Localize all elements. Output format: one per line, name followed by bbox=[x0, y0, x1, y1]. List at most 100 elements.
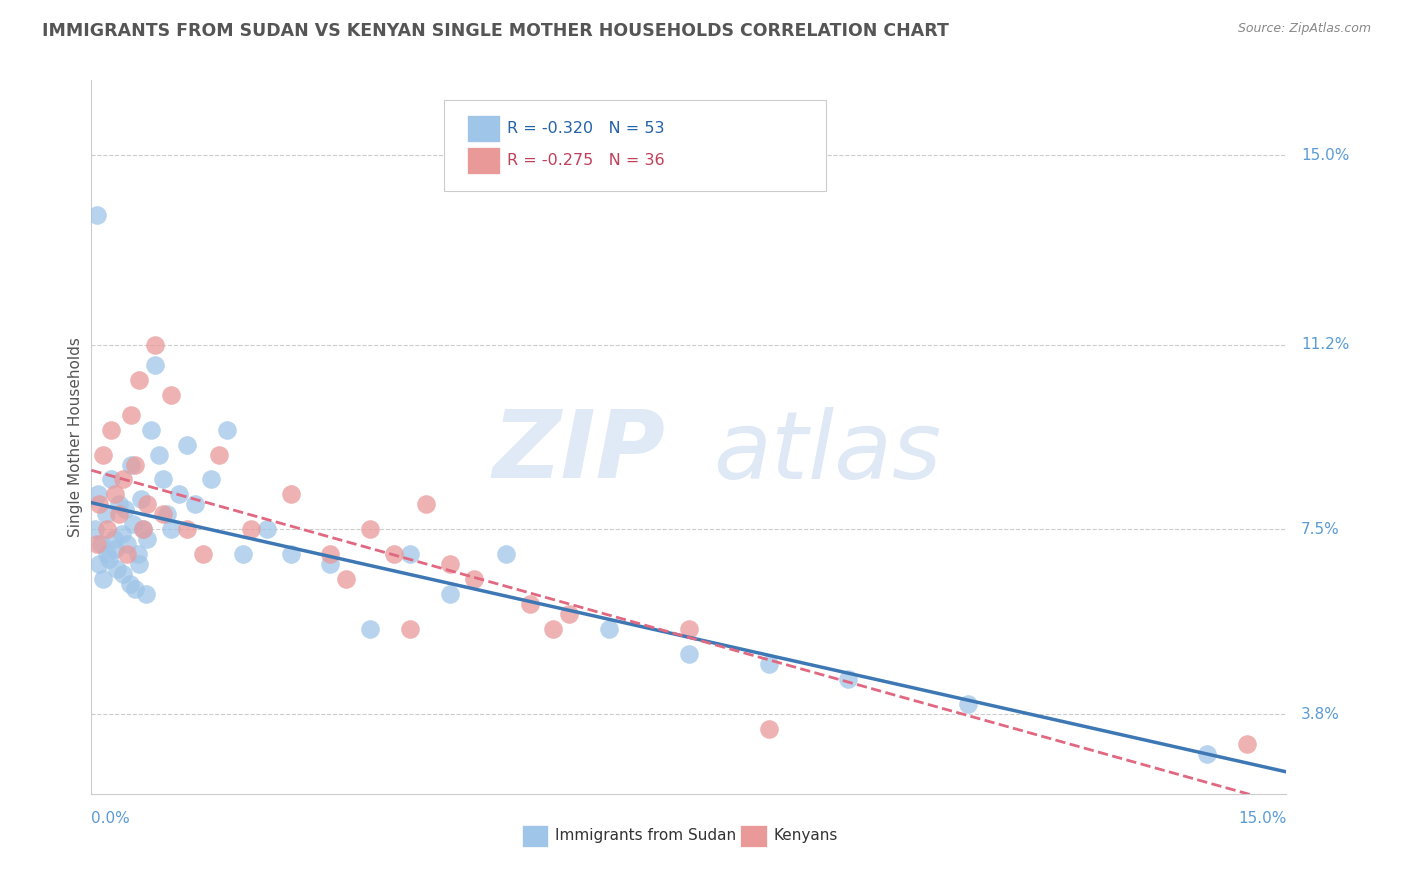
Point bbox=[94, 508, 117, 522]
Point bbox=[90, 537, 112, 551]
Point bbox=[127, 547, 149, 561]
Point bbox=[132, 522, 155, 536]
Point bbox=[124, 458, 146, 472]
Point bbox=[120, 408, 142, 422]
Text: 0.0%: 0.0% bbox=[91, 812, 131, 826]
Point bbox=[335, 572, 357, 586]
Point bbox=[124, 582, 146, 597]
Text: R = -0.275   N = 36: R = -0.275 N = 36 bbox=[508, 153, 665, 169]
Text: Immigrants from Sudan: Immigrants from Sudan bbox=[555, 829, 737, 844]
Point bbox=[160, 387, 183, 401]
Point bbox=[141, 423, 162, 437]
Point bbox=[104, 487, 127, 501]
Point bbox=[495, 547, 517, 561]
Bar bbox=[741, 824, 766, 847]
Point bbox=[191, 547, 214, 561]
Point bbox=[136, 498, 159, 512]
Point bbox=[143, 338, 166, 352]
Point bbox=[148, 448, 170, 462]
Point bbox=[115, 537, 138, 551]
Point bbox=[118, 577, 141, 591]
Bar bbox=[522, 824, 548, 847]
Point bbox=[108, 508, 131, 522]
Point bbox=[115, 547, 138, 561]
Point bbox=[93, 448, 114, 462]
Text: 15.0%: 15.0% bbox=[1301, 148, 1350, 162]
Text: atlas: atlas bbox=[713, 407, 941, 498]
Point bbox=[128, 558, 150, 572]
Point bbox=[215, 423, 238, 437]
Point bbox=[382, 547, 405, 561]
Point bbox=[208, 448, 231, 462]
Point bbox=[439, 587, 461, 601]
Point bbox=[93, 572, 114, 586]
Point bbox=[678, 647, 700, 661]
Text: R = -0.320   N = 53: R = -0.320 N = 53 bbox=[508, 121, 665, 136]
Point bbox=[200, 473, 222, 487]
Point bbox=[598, 622, 620, 636]
Point bbox=[359, 622, 381, 636]
Point bbox=[399, 547, 422, 561]
Point bbox=[415, 498, 437, 512]
Point bbox=[167, 487, 190, 501]
Point bbox=[111, 527, 134, 541]
Point bbox=[280, 487, 302, 501]
Point bbox=[184, 498, 207, 512]
Point bbox=[758, 722, 780, 736]
Point bbox=[84, 522, 107, 536]
Point bbox=[519, 597, 541, 611]
Point bbox=[96, 547, 118, 561]
Text: 15.0%: 15.0% bbox=[1239, 812, 1286, 826]
Point bbox=[558, 607, 581, 622]
Text: 7.5%: 7.5% bbox=[1301, 522, 1340, 537]
Point bbox=[678, 622, 700, 636]
Point bbox=[103, 533, 125, 547]
Text: ZIP: ZIP bbox=[492, 406, 665, 498]
Point bbox=[152, 508, 174, 522]
Point bbox=[319, 547, 342, 561]
Point bbox=[143, 358, 166, 372]
Point bbox=[97, 552, 120, 566]
Point bbox=[319, 558, 342, 572]
Point bbox=[120, 458, 142, 472]
Point bbox=[100, 423, 122, 437]
Point bbox=[232, 547, 254, 561]
FancyBboxPatch shape bbox=[444, 100, 827, 191]
Point bbox=[108, 498, 131, 512]
Y-axis label: Single Mother Households: Single Mother Households bbox=[67, 337, 83, 537]
Point bbox=[837, 672, 859, 686]
Point bbox=[758, 657, 780, 672]
Point bbox=[239, 522, 262, 536]
Point bbox=[132, 522, 155, 536]
Point bbox=[543, 622, 565, 636]
Point bbox=[89, 498, 111, 512]
Point bbox=[104, 542, 127, 557]
Point bbox=[463, 572, 485, 586]
Point bbox=[1236, 737, 1258, 751]
Text: Kenyans: Kenyans bbox=[773, 829, 838, 844]
Point bbox=[114, 502, 136, 516]
Text: 11.2%: 11.2% bbox=[1301, 337, 1350, 352]
Point bbox=[112, 567, 135, 582]
Point bbox=[96, 522, 118, 536]
Point bbox=[112, 473, 135, 487]
Point bbox=[152, 473, 174, 487]
Point bbox=[439, 558, 461, 572]
Point bbox=[89, 558, 111, 572]
Point bbox=[1195, 747, 1218, 761]
Point bbox=[280, 547, 302, 561]
Bar bbox=[467, 147, 501, 175]
Point bbox=[956, 697, 979, 711]
Point bbox=[399, 622, 422, 636]
Point bbox=[176, 522, 198, 536]
Point bbox=[135, 587, 157, 601]
Text: 3.8%: 3.8% bbox=[1301, 706, 1340, 722]
Point bbox=[87, 487, 110, 501]
Point bbox=[129, 492, 152, 507]
Point bbox=[160, 522, 183, 536]
Point bbox=[121, 517, 143, 532]
Point bbox=[86, 208, 108, 222]
Text: IMMIGRANTS FROM SUDAN VS KENYAN SINGLE MOTHER HOUSEHOLDS CORRELATION CHART: IMMIGRANTS FROM SUDAN VS KENYAN SINGLE M… bbox=[42, 22, 949, 40]
Point bbox=[176, 437, 198, 451]
Point bbox=[128, 373, 150, 387]
